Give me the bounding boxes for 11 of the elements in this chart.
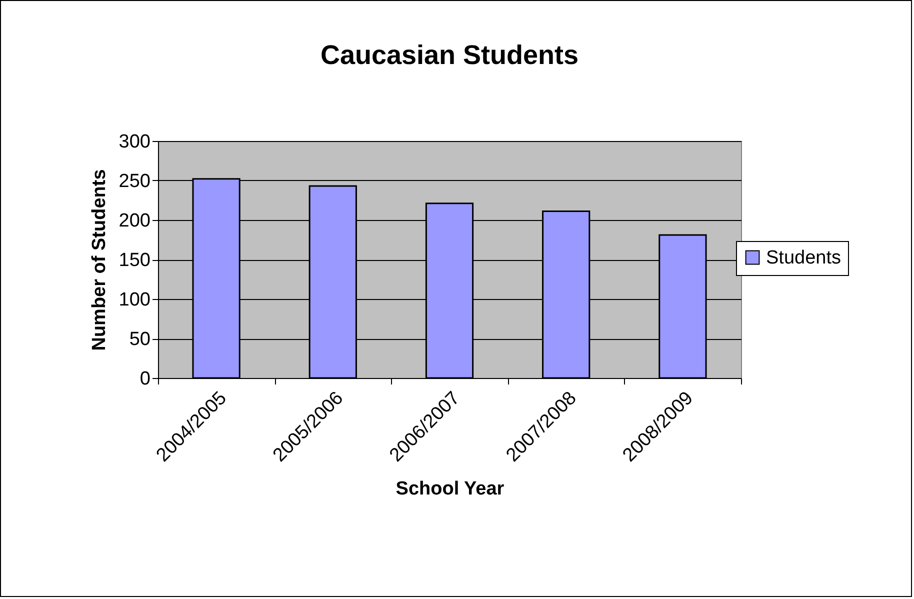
y-tick-label: 100	[118, 290, 150, 310]
x-axis-title: School Year	[396, 478, 505, 500]
y-tick-label: 300	[118, 132, 150, 152]
y-tick-label: 150	[118, 250, 150, 271]
y-tick-label: 250	[118, 171, 150, 192]
y-tick-label: 50	[129, 329, 150, 350]
chart-title: Caucasian Students	[320, 40, 579, 70]
y-tick-label: 200	[118, 210, 150, 232]
y-axis-title: Number of Students	[88, 169, 110, 351]
y-tick-label: 0	[140, 368, 150, 390]
legend-label: Students	[766, 248, 841, 268]
